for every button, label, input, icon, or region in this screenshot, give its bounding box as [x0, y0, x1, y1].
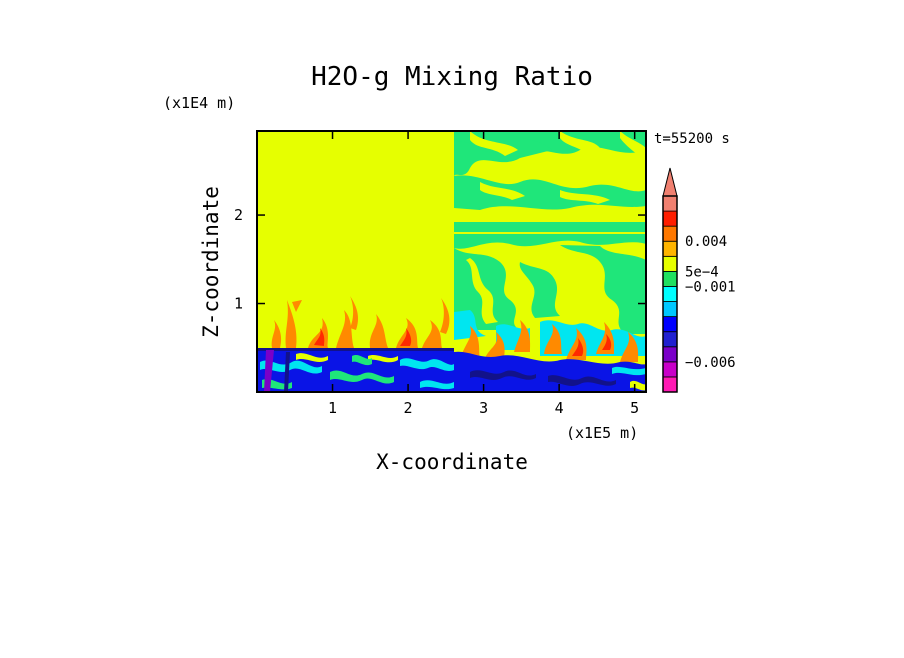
yellow-streaks	[454, 131, 646, 324]
colorbar-label: 0.004	[685, 234, 727, 250]
colorbar-level	[662, 316, 678, 333]
colorbar-level	[662, 286, 678, 302]
colorbar-level	[662, 361, 678, 378]
boundary-layer-streaks	[260, 350, 646, 392]
colorbar-level	[662, 301, 678, 318]
colorbar-level	[662, 331, 678, 348]
colorbar-frame	[662, 195, 678, 393]
x-scale-label: (x1E5 m)	[566, 424, 638, 442]
time-label: t=55200 s	[654, 131, 730, 147]
colorbar-level	[662, 210, 678, 227]
warm-plumes	[271, 296, 639, 362]
x-axis-label: X-coordinate	[376, 450, 528, 474]
plot-frame	[256, 130, 647, 393]
chart-title: H2O-g Mixing Ratio	[311, 62, 593, 92]
plot-axes: 1 2 3 4 5 1 2	[234, 130, 647, 417]
colorbar-level	[662, 195, 678, 212]
colorbar-label: −0.001	[685, 279, 736, 295]
y-axis-label: Z-coordinate	[199, 186, 223, 338]
colorbar-level	[662, 225, 678, 242]
x-tick-label: 3	[479, 399, 488, 417]
x-tick-label: 2	[404, 399, 413, 417]
colorbar-label: 5e−4	[685, 264, 719, 280]
colorbar-level	[662, 240, 678, 257]
y-tick-label: 2	[234, 206, 243, 224]
green-band-patterns	[454, 131, 646, 334]
colorbar-extend-arrow	[662, 167, 678, 197]
x-tick-label: 5	[630, 399, 639, 417]
colorbar-level	[662, 376, 678, 393]
x-tick-label: 4	[555, 399, 564, 417]
colorbar-level	[662, 270, 678, 287]
contour-field	[257, 131, 646, 392]
x-tick-label: 1	[328, 399, 337, 417]
colorbar-label: −0.006	[685, 355, 736, 371]
y-scale-label: (x1E4 m)	[163, 94, 235, 112]
y-tick-label: 1	[234, 295, 243, 313]
colorbar-level	[662, 346, 678, 363]
colorbar-level	[662, 255, 678, 272]
